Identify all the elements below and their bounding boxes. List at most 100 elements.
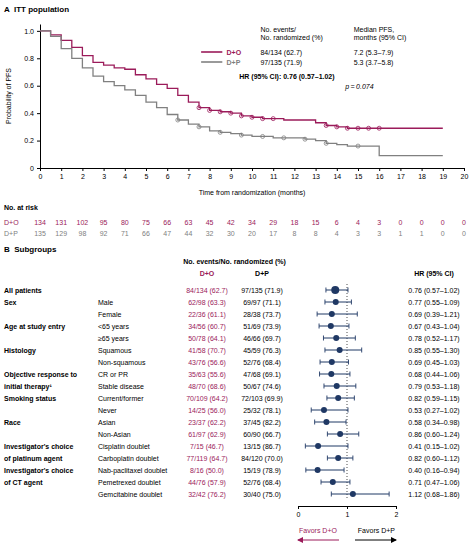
subgroup-label: Cisplatin doublet	[98, 443, 150, 451]
legend-label: D+P	[227, 59, 241, 66]
events-cell: 45/59 (76.3)	[243, 347, 281, 355]
y-axis-tick: 0	[30, 165, 40, 172]
table-cell: 7.2 (5.3–7.9)	[354, 49, 394, 57]
ci-line	[317, 314, 357, 315]
hr-point	[321, 407, 327, 413]
events-cell: 15/19 (78.9)	[243, 467, 281, 475]
ci-cap	[355, 384, 356, 389]
censor-mark	[218, 130, 222, 134]
ci-cap	[331, 492, 332, 497]
x-axis-tick: 17	[397, 168, 405, 180]
ci-cap	[361, 348, 362, 353]
ci-line	[323, 338, 355, 339]
ci-cap	[351, 300, 352, 305]
at-risk-value: 20	[248, 230, 256, 237]
forest-x-axis-tick-label: 2	[395, 511, 399, 518]
hr-point	[330, 479, 336, 485]
panel-title: B Subgroups	[4, 245, 57, 254]
at-risk-value: 95	[100, 219, 108, 226]
x-axis-tick-mark	[125, 168, 126, 171]
ci-cap	[349, 372, 350, 377]
at-risk-value: 0	[398, 219, 402, 226]
hr-label: 0.76 (0.57–1.02)	[408, 287, 459, 295]
censor-mark	[271, 117, 275, 121]
hr-point	[334, 383, 340, 389]
x-axis-tick-label: 7	[187, 173, 191, 180]
y-axis-tick-label: 0.4	[24, 110, 34, 117]
x-axis-tick-label: 19	[439, 173, 447, 180]
x-axis-tick-label: 8	[208, 173, 212, 180]
y-axis-tick-mark	[37, 86, 40, 87]
at-risk-value: 92	[100, 230, 108, 237]
y-axis-tick: 0.4	[24, 110, 40, 117]
censor-mark	[261, 117, 265, 121]
subgroup-label: Asian	[98, 419, 116, 426]
forest-x-axis-tick: 2	[395, 506, 399, 518]
at-risk-value: 30	[227, 230, 235, 237]
ci-cap	[314, 420, 315, 425]
y-axis-tick: 0.2	[24, 137, 40, 144]
events-cell: 13/15 (86.7)	[243, 443, 281, 451]
favors-label: Favors D+P	[358, 527, 395, 534]
legend-label: D+O	[227, 49, 242, 56]
at-risk-value: 80	[121, 219, 129, 226]
censor-mark	[197, 106, 201, 110]
x-axis-tick-label: 4	[123, 173, 127, 180]
y-axis-tick-mark	[37, 168, 40, 169]
y-axis-tick-label: 0.8	[24, 55, 34, 62]
censor-mark	[261, 134, 265, 138]
hr-point	[333, 335, 339, 341]
ci-cap	[347, 288, 348, 293]
forest-x-axis-tick: 0	[297, 506, 301, 518]
forest-x-axis-tick-mark	[396, 506, 397, 509]
x-axis-tick-label: 10	[249, 173, 257, 180]
ci-cap	[349, 480, 350, 485]
y-axis-tick-mark	[37, 31, 40, 32]
censor-mark	[367, 126, 371, 130]
at-risk-value: 0	[462, 219, 466, 226]
ci-cap	[311, 408, 312, 413]
at-risk-value: 0	[420, 219, 424, 226]
category-label: Race	[4, 419, 21, 426]
at-risk-value: 1	[398, 230, 402, 237]
subgroup-label: Male	[98, 299, 113, 306]
at-risk-value: 135	[34, 230, 46, 237]
annotation: p = 0.074	[344, 83, 373, 91]
at-risk-value: 17	[269, 230, 277, 237]
table-header: No. events/No. randomized (%)	[260, 26, 322, 42]
hr-point	[331, 286, 339, 294]
ci-line	[311, 410, 348, 411]
events-cell: 84/120 (70.0)	[241, 455, 283, 463]
x-axis-tick-mark	[146, 168, 147, 171]
events-cell: 30/40 (75.0)	[243, 491, 281, 499]
censor-mark	[208, 108, 212, 112]
ci-cap	[317, 312, 318, 317]
x-axis-tick-mark	[294, 168, 295, 171]
hr-label: 0.69 (0.45–1.03)	[408, 359, 459, 367]
y-axis-line	[40, 25, 41, 169]
category-label: Sex	[4, 299, 17, 306]
hr-label: 0.68 (0.44–1.06)	[408, 371, 459, 379]
hr-point	[329, 311, 335, 317]
hr-point	[315, 443, 321, 449]
reference-line	[347, 284, 348, 500]
legend-swatch	[201, 51, 222, 53]
events-cell: 47/68 (69.1)	[243, 371, 281, 379]
forest-x-axis-tick-mark	[298, 506, 299, 509]
x-axis-tick-label: 2	[81, 173, 85, 180]
events-cell: 52/76 (68.4)	[243, 359, 281, 367]
y-axis-tick-label: 0.2	[24, 137, 34, 144]
hr-point	[350, 491, 356, 497]
hr-point	[335, 455, 341, 461]
x-axis-tick: 0	[39, 168, 43, 180]
events-cell: 77/119 (64.7)	[186, 455, 227, 463]
hr-point	[337, 347, 343, 353]
events-cell: 14/25 (56.0)	[188, 407, 226, 415]
x-axis-tick-mark	[210, 168, 211, 171]
table-header-line: No. randomized (%)	[260, 34, 322, 42]
subgroup-label: ≥65 years	[98, 335, 129, 343]
subgroup-label: Pemetrexed doublet	[98, 479, 161, 486]
hr-point	[337, 431, 343, 437]
at-risk-value: 8	[314, 230, 318, 237]
events-cell: 84/134 (62.7)	[186, 287, 228, 295]
